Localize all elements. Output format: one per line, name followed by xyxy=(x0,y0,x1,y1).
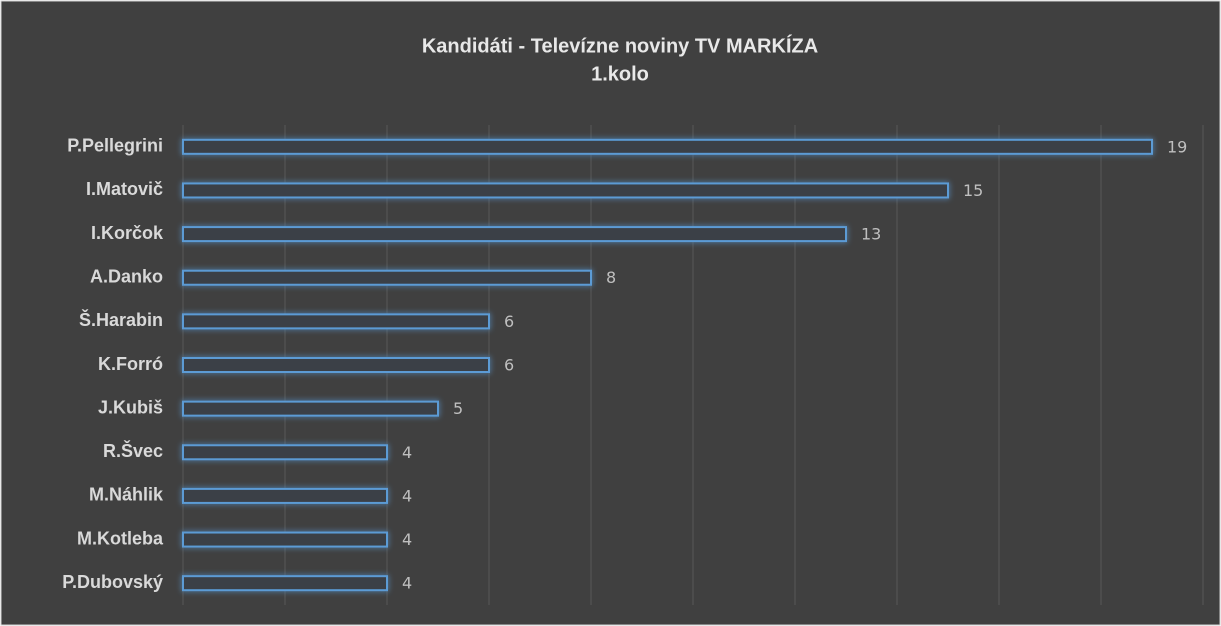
y-tick-label: A.Danko xyxy=(90,266,163,286)
bar xyxy=(182,531,388,548)
bar xyxy=(182,400,439,417)
y-tick-label: I.Korčok xyxy=(91,223,164,243)
y-tick-label: M.Kotleba xyxy=(77,528,164,548)
y-tick-label: J.Kubiš xyxy=(98,397,163,417)
bar xyxy=(182,313,490,330)
data-label: 13 xyxy=(861,225,881,244)
bar xyxy=(182,357,490,373)
bar xyxy=(182,182,949,199)
bar xyxy=(182,575,388,592)
y-tick-label: R.Švec xyxy=(103,440,163,461)
data-label: 4 xyxy=(402,486,412,505)
bar xyxy=(182,487,388,504)
bar xyxy=(182,444,388,461)
data-label: 4 xyxy=(402,530,412,549)
data-label: 6 xyxy=(504,356,514,375)
chart-title: Kandidáti - Televízne noviny TV MARKÍZA xyxy=(422,34,818,57)
y-tick-label: P.Dubovský xyxy=(62,572,163,592)
data-label: 6 xyxy=(504,312,514,331)
y-tick-label: M.Náhlik xyxy=(89,485,164,505)
y-tick-label: K.Forró xyxy=(98,354,163,374)
chart-subtitle: 1.kolo xyxy=(591,63,649,85)
data-label: 4 xyxy=(402,443,412,462)
data-label: 15 xyxy=(963,181,983,200)
data-label: 8 xyxy=(606,268,616,287)
data-label: 4 xyxy=(402,574,412,593)
y-tick-label: P.Pellegrini xyxy=(67,136,163,156)
data-label: 19 xyxy=(1167,137,1187,156)
bar xyxy=(182,138,1153,155)
bar xyxy=(182,226,847,243)
y-tick-label: I.Matovič xyxy=(86,179,163,199)
data-label: 5 xyxy=(453,399,463,418)
y-tick-label: Š.Harabin xyxy=(79,309,163,330)
bar xyxy=(182,269,592,286)
